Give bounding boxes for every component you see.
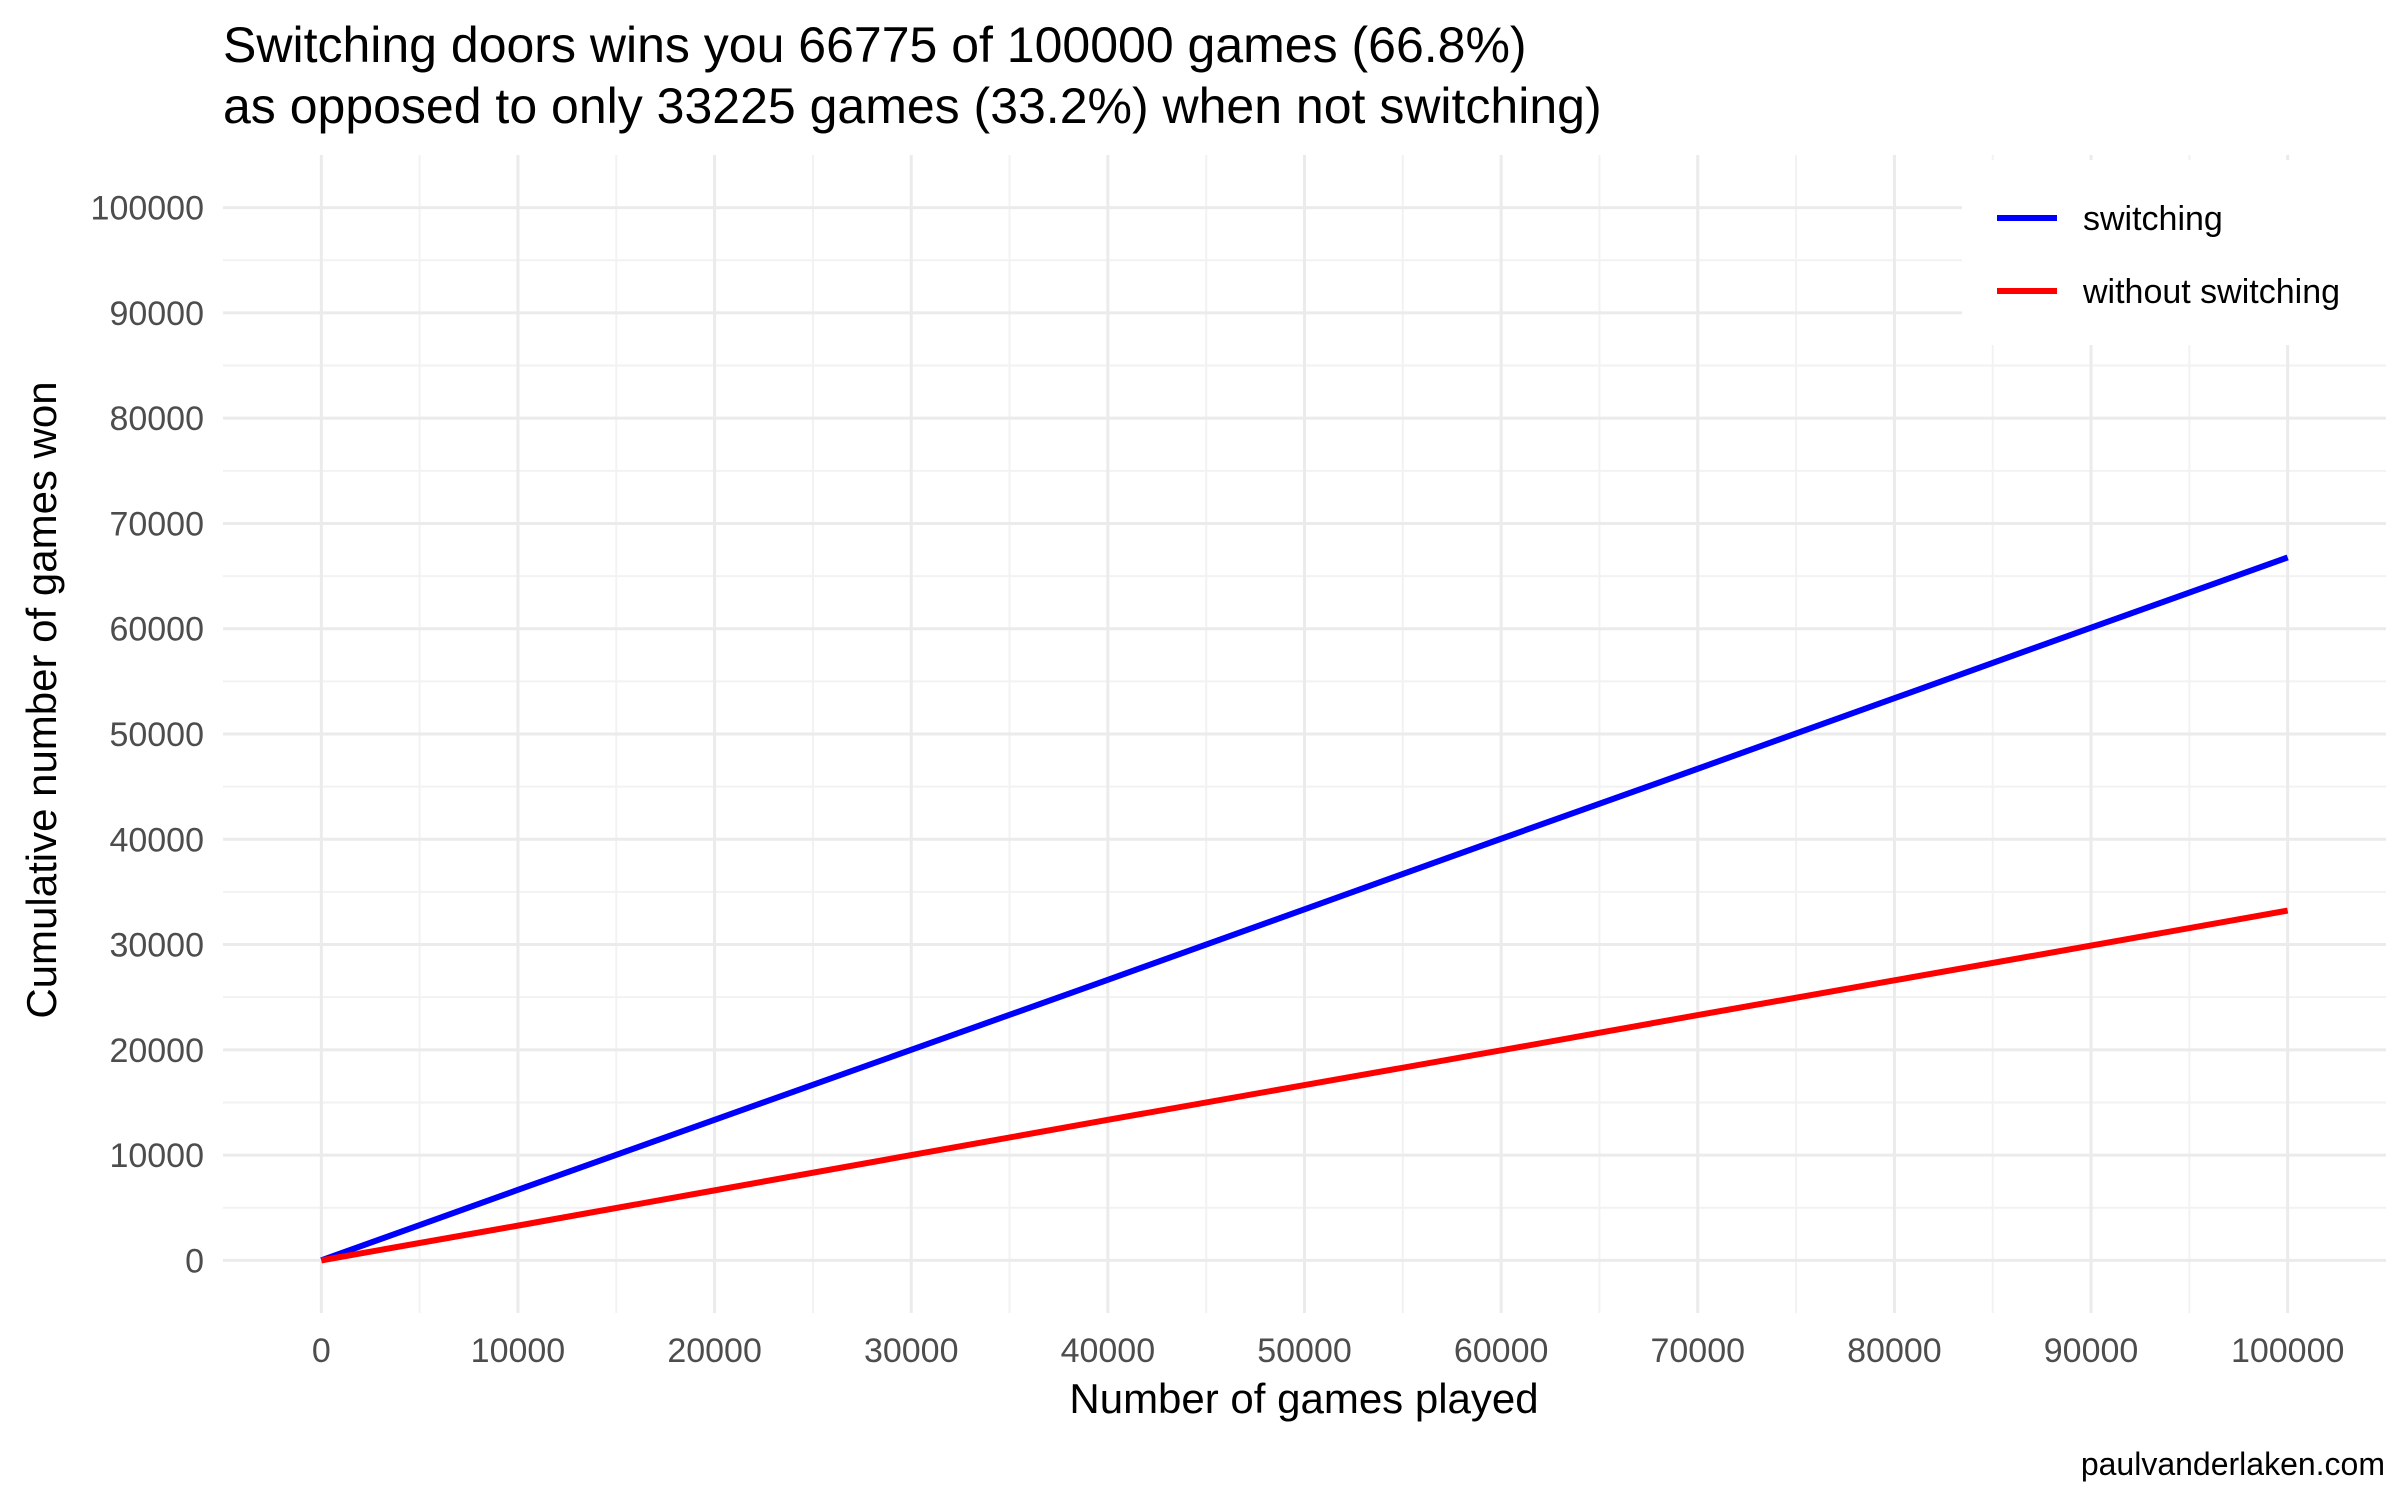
x-axis-tick-labels: 0 10000 20000 30000 40000 50000 60000 70000 8000… [312, 1332, 2345, 1370]
series-line-without-switching [320, 907, 2289, 1264]
x-tick-label: 40000 [1061, 1332, 1156, 1370]
y-axis-tick-labels: 0 10000 20000 30000 40000 50000 60000 70000 8000… [91, 190, 204, 1281]
x-tick-label: 20000 [667, 1332, 762, 1370]
legend: switching without switching [1997, 200, 2340, 311]
y-tick-label: 60000 [109, 611, 204, 649]
x-tick-label: 50000 [1257, 1332, 1352, 1370]
y-tick-label: 20000 [109, 1032, 204, 1070]
x-tick-label: 0 [312, 1332, 331, 1370]
x-axis-title: Number of games played [1069, 1375, 1538, 1422]
y-tick-label: 30000 [109, 927, 204, 965]
x-tick-label: 30000 [864, 1332, 959, 1370]
legend-label-without-switching: without switching [2082, 273, 2340, 311]
y-tick-label: 10000 [109, 1137, 204, 1175]
x-tick-label: 80000 [1847, 1332, 1942, 1370]
chart-title-line-1: Switching doors wins you 66775 of 100000… [223, 17, 1527, 73]
y-tick-label: 80000 [109, 400, 204, 438]
series-layer [320, 554, 2289, 1264]
y-tick-label: 40000 [109, 821, 204, 859]
x-tick-label: 60000 [1454, 1332, 1549, 1370]
y-tick-label: 50000 [109, 716, 204, 754]
caption: paulvanderlaken.com [2081, 1446, 2385, 1482]
y-tick-label: 100000 [91, 190, 204, 228]
legend-label-switching: switching [2083, 200, 2223, 238]
x-tick-label: 10000 [471, 1332, 566, 1370]
y-axis-title: Cumulative number of games won [18, 381, 65, 1018]
legend-box [1962, 160, 2400, 345]
series-line-switching [320, 554, 2289, 1264]
y-tick-label: 0 [185, 1242, 204, 1280]
y-tick-label: 70000 [109, 505, 204, 543]
y-tick-label: 90000 [109, 295, 204, 333]
chart-title-line-2: as opposed to only 33225 games (33.2%) w… [223, 78, 1602, 134]
x-tick-label: 90000 [2044, 1332, 2139, 1370]
x-tick-label: 70000 [1650, 1332, 1745, 1370]
x-tick-label: 100000 [2231, 1332, 2344, 1370]
